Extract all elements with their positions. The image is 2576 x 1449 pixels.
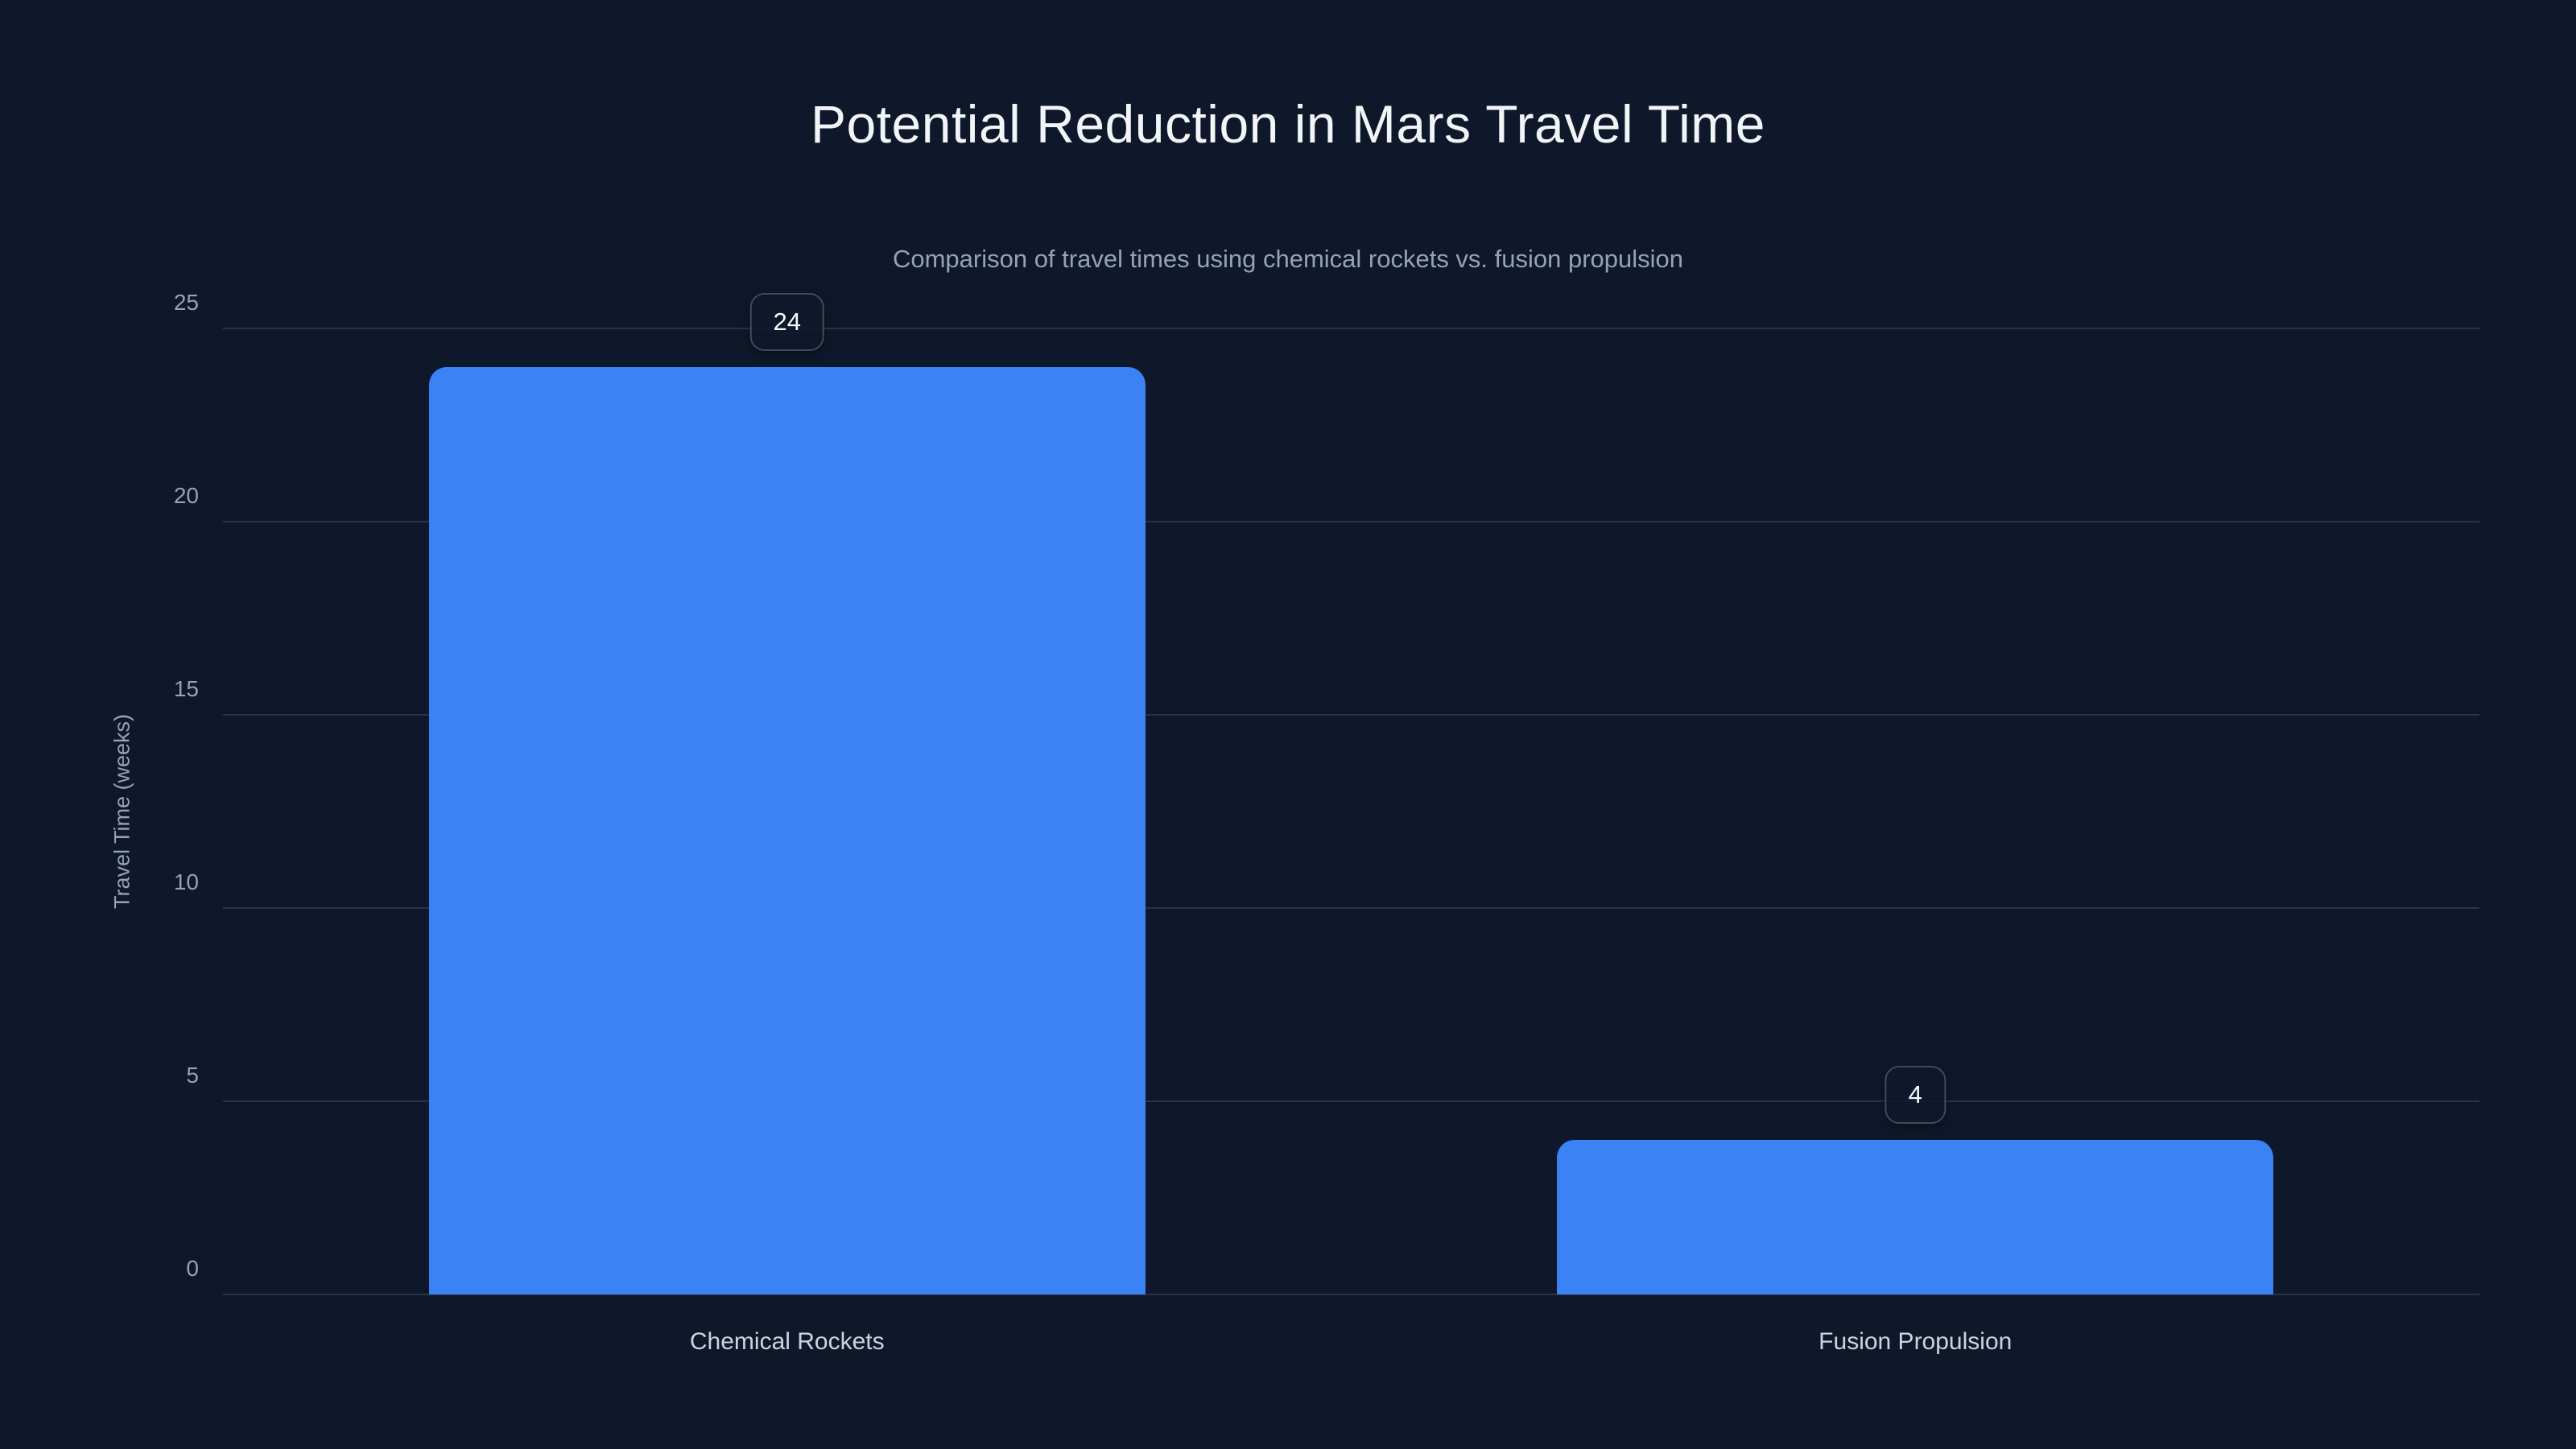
x-axis-label-fusion-propulsion: Fusion Propulsion: [1818, 1328, 2013, 1355]
y-tick-label-20: 20: [173, 483, 199, 508]
chart-title: Potential Reduction in Mars Travel Time: [810, 94, 1765, 154]
value-badge-fusion-propulsion: 4: [1885, 1065, 1946, 1124]
bar-fusion-propulsion[interactable]: [1557, 1140, 2274, 1294]
gridline-y-10: [223, 907, 2479, 909]
y-tick-label-15: 15: [173, 676, 199, 701]
chart-subtitle: Comparison of travel times using chemica…: [892, 245, 1684, 273]
gridline-y-25: [223, 328, 2479, 329]
plot-area: 0 5 10 15 20 25 24 Chemical Rockets 4 Fusion Prop…: [174, 290, 2479, 1355]
y-axis-title: Travel Time (weeks): [109, 713, 134, 910]
value-badge-chemical-rockets: 24: [749, 292, 824, 351]
gridline-y-5: [223, 1100, 2479, 1102]
y-tick-label-5: 5: [186, 1063, 199, 1088]
y-tick-label-0: 0: [186, 1256, 199, 1281]
gridline-y-0: [223, 1294, 2479, 1295]
gridline-y-20: [223, 521, 2479, 522]
y-tick-label-10: 10: [173, 869, 199, 894]
x-axis-label-chemical-rockets: Chemical Rockets: [689, 1328, 885, 1355]
bar-chemical-rockets[interactable]: [428, 367, 1146, 1294]
gridline-y-15: [223, 714, 2479, 716]
y-tick-label-25: 25: [173, 290, 199, 315]
